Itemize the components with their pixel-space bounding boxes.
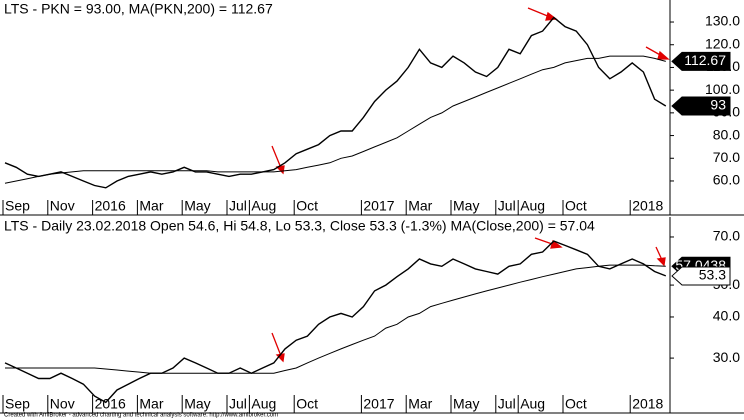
arrow-head — [550, 239, 563, 249]
x-tick-label: Oct — [565, 396, 587, 412]
x-tick-label: Nov — [50, 396, 75, 412]
y-tick-label: 60.0 — [713, 172, 740, 188]
x-tick-label: Mar — [139, 198, 163, 214]
y-tick-label: 30.0 — [713, 349, 740, 365]
x-tick-label: 2017 — [363, 198, 394, 214]
price-badge: 112.67 — [671, 51, 731, 71]
arrow — [271, 332, 282, 357]
panel-title: LTS - Daily 23.02.2018 Open 54.6, Hi 54.… — [4, 218, 595, 234]
x-tick-label: May — [184, 198, 210, 214]
arrow — [655, 246, 663, 261]
badge-box — [671, 266, 731, 286]
x-tick-label: 2016 — [95, 198, 126, 214]
badge-box — [671, 51, 731, 71]
x-tick-label: Oct — [296, 198, 318, 214]
series-line — [5, 264, 666, 374]
x-tick-label: Jul — [498, 198, 516, 214]
x-tick-label: Mar — [139, 396, 163, 412]
x-tick-label: Oct — [296, 396, 318, 412]
x-tick-label: Jul — [229, 198, 247, 214]
panel-title: LTS - PKN = 93.00, MA(PKN,200) = 112.67 — [4, 1, 273, 17]
arrow-head — [656, 257, 666, 267]
series-line — [4, 240, 667, 404]
x-tick-label: Aug — [251, 198, 276, 214]
series-line — [4, 16, 667, 189]
x-tick-label: Aug — [520, 396, 545, 412]
x-tick-label: Sep — [5, 396, 30, 412]
x-tick-label: May — [184, 396, 210, 412]
x-tick-label: 2016 — [95, 396, 126, 412]
x-tick-label: Nov — [50, 198, 75, 214]
badge-label: 112.67 — [684, 52, 726, 68]
arrow — [271, 145, 282, 169]
badge-box — [671, 96, 731, 116]
x-tick-label: May — [453, 396, 479, 412]
y-tick-label: 130.0 — [705, 13, 740, 29]
x-tick-label: Jul — [498, 396, 516, 412]
badge-label: 53.3 — [699, 267, 726, 283]
x-tick-label: Oct — [565, 198, 587, 214]
x-tick-label: Jul — [229, 396, 247, 412]
x-tick-label: May — [453, 198, 479, 214]
footer: Created with AmiBroker - advanced charti… — [4, 413, 278, 419]
arrow — [527, 7, 551, 18]
x-tick-label: 2018 — [632, 396, 663, 412]
series-line — [4, 55, 666, 184]
y-tick-label: 70.0 — [713, 228, 740, 244]
y-tick-label: 120.0 — [705, 35, 740, 51]
x-tick-label: Aug — [251, 396, 276, 412]
x-tick-label: Mar — [408, 198, 432, 214]
x-tick-label: Sep — [5, 198, 30, 214]
y-tick-label: 70.0 — [713, 149, 740, 165]
y-tick-label: 100.0 — [705, 81, 740, 97]
y-tick-label: 80.0 — [713, 126, 740, 142]
x-tick-label: 2017 — [363, 396, 394, 412]
x-tick-label: Aug — [520, 198, 545, 214]
x-tick-label: 2018 — [632, 198, 663, 214]
arrow-head — [657, 50, 670, 60]
x-tick-label: Mar — [408, 396, 432, 412]
price-badge: 93 — [671, 96, 731, 116]
price-badge: 53.3 — [671, 266, 731, 286]
y-tick-label: 40.0 — [713, 308, 740, 324]
badge-label: 93 — [710, 97, 726, 113]
